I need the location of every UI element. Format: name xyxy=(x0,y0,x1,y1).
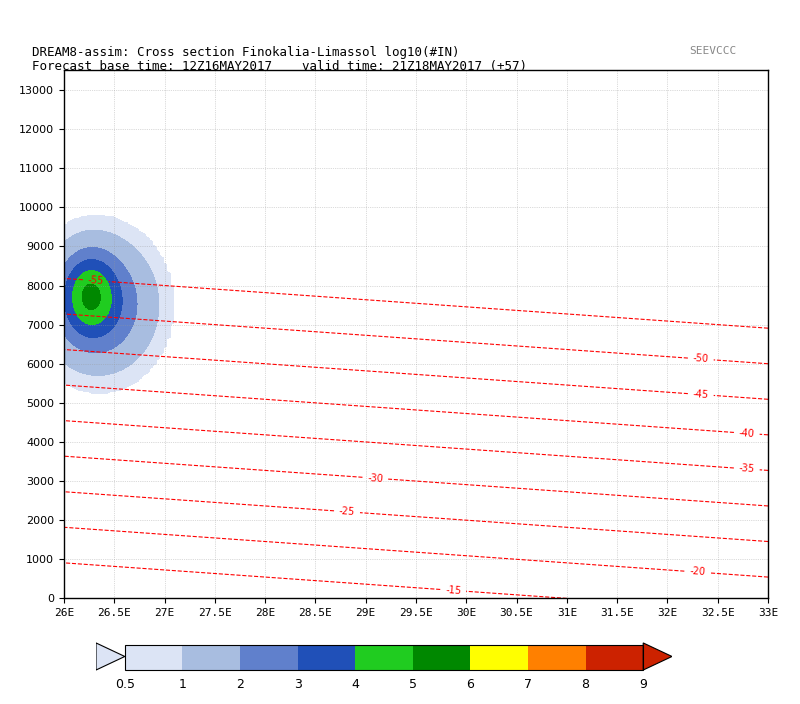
Bar xyxy=(413,645,470,670)
Text: -20: -20 xyxy=(689,567,706,577)
Bar xyxy=(586,645,643,670)
Text: -35: -35 xyxy=(738,463,755,474)
Bar xyxy=(528,645,586,670)
Text: -45: -45 xyxy=(693,389,709,400)
Bar xyxy=(182,645,240,670)
Text: 4: 4 xyxy=(351,678,359,691)
Text: 8: 8 xyxy=(582,678,590,691)
Text: 5: 5 xyxy=(409,678,417,691)
Bar xyxy=(125,645,643,670)
Text: SEEVCCC: SEEVCCC xyxy=(689,46,736,56)
Bar xyxy=(240,645,298,670)
Polygon shape xyxy=(96,643,125,670)
Text: DREAM8-assim: Cross section Finokalia-Limassol log10(#IN): DREAM8-assim: Cross section Finokalia-Li… xyxy=(32,46,459,58)
Text: -30: -30 xyxy=(367,472,383,484)
Polygon shape xyxy=(643,643,672,670)
Text: 7: 7 xyxy=(524,678,532,691)
Text: Forecast base time: 12Z16MAY2017    valid time: 21Z18MAY2017 (+57): Forecast base time: 12Z16MAY2017 valid t… xyxy=(32,60,527,73)
Text: -15: -15 xyxy=(445,585,462,596)
Bar xyxy=(298,645,355,670)
Bar xyxy=(355,645,413,670)
Text: 2: 2 xyxy=(236,678,244,691)
Text: -40: -40 xyxy=(738,428,755,439)
Text: 6: 6 xyxy=(466,678,474,691)
Text: -25: -25 xyxy=(338,506,355,517)
Text: 9: 9 xyxy=(639,678,647,691)
Text: 1: 1 xyxy=(178,678,186,691)
Bar xyxy=(470,645,528,670)
Text: 3: 3 xyxy=(294,678,302,691)
Text: -50: -50 xyxy=(693,353,709,365)
Text: 0.5: 0.5 xyxy=(115,678,134,691)
Bar xyxy=(125,645,182,670)
Text: -55: -55 xyxy=(87,275,104,287)
